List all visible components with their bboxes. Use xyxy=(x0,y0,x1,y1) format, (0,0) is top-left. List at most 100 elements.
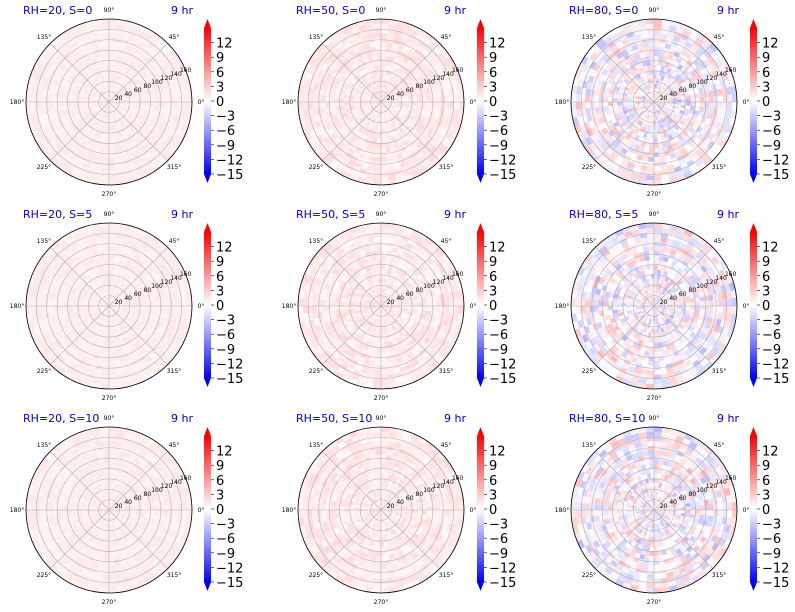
heatmap-cell xyxy=(704,101,710,108)
heatmap-cell xyxy=(108,69,113,75)
angle-tick-label: 180° xyxy=(282,99,296,106)
heatmap-cell xyxy=(136,305,142,310)
colorbar-tick-label: −15 xyxy=(489,168,516,183)
heatmap-cell xyxy=(431,96,437,103)
heatmap-cell xyxy=(649,60,655,66)
heatmap-cell xyxy=(708,101,715,109)
heatmap-cell xyxy=(154,96,160,103)
heatmap-cell xyxy=(58,96,64,103)
heatmap-cell xyxy=(131,305,137,309)
heatmap-cell xyxy=(435,95,442,103)
heatmap-cell xyxy=(375,152,382,158)
heatmap-cell xyxy=(67,301,73,307)
heatmap-cell xyxy=(412,105,418,110)
heatmap-cell xyxy=(330,96,336,103)
heatmap-cell xyxy=(653,60,659,66)
heatmap-cell xyxy=(108,156,116,163)
heatmap-cell xyxy=(648,51,655,57)
heatmap-cell xyxy=(35,305,41,314)
heatmap-cell xyxy=(699,101,705,108)
heatmap-cell xyxy=(112,65,117,71)
heatmap-cell xyxy=(458,93,464,103)
radial-tick-label: 40 xyxy=(124,91,132,98)
heatmap-cell xyxy=(695,97,701,103)
heatmap-cell xyxy=(621,98,627,103)
colorbar-tick-label: −3 xyxy=(216,314,235,329)
heatmap-cell xyxy=(48,95,55,103)
heatmap-cell xyxy=(653,69,658,75)
heatmap-cell xyxy=(380,156,388,163)
heatmap-cell xyxy=(101,227,110,233)
heatmap-cell xyxy=(377,64,382,71)
colorbar-extend-low xyxy=(750,174,757,183)
colorbar-tick-label: −12 xyxy=(216,153,243,168)
heatmap-cell xyxy=(173,305,179,313)
radial-tick-label: 20 xyxy=(660,95,668,102)
heatmap-cell xyxy=(718,95,724,103)
heatmap-cell xyxy=(626,99,632,103)
heatmap-cell xyxy=(26,93,32,103)
radial-tick-label: 20 xyxy=(387,95,395,102)
heatmap-cell xyxy=(62,97,68,103)
heatmap-cell xyxy=(380,28,389,34)
heatmap-cell xyxy=(140,105,146,110)
heatmap-cell xyxy=(612,101,618,107)
heatmap-cell xyxy=(104,264,110,270)
heatmap-cell xyxy=(376,60,382,66)
heatmap-cell xyxy=(26,101,32,111)
heatmap-cell xyxy=(374,156,382,163)
heatmap-cell xyxy=(108,232,117,238)
heatmap-cell xyxy=(108,32,116,38)
heatmap-cell xyxy=(649,55,655,61)
heatmap-cell xyxy=(647,41,655,48)
heatmap-cell xyxy=(426,96,432,103)
heatmap-cell xyxy=(103,351,110,357)
heatmap-cell xyxy=(380,69,385,75)
heatmap-cell xyxy=(39,101,45,109)
heatmap-cell xyxy=(380,60,386,66)
heatmap-cell xyxy=(100,223,110,229)
colorbar-tick-label: −3 xyxy=(216,110,235,125)
colorbar-tick-label: 9 xyxy=(489,51,497,66)
colorbar-tick-label: 9 xyxy=(216,255,224,270)
heatmap-cell xyxy=(681,101,687,106)
heatmap-cell xyxy=(163,101,170,109)
colorbar-extend-low xyxy=(204,378,211,387)
heatmap-cell xyxy=(377,129,382,135)
heatmap-cell xyxy=(458,101,464,111)
heatmap-cell xyxy=(325,96,331,103)
heatmap-cell xyxy=(154,300,160,307)
heatmap-cell xyxy=(653,74,657,80)
heatmap-cell xyxy=(159,305,165,312)
colorbar-tick-label: 6 xyxy=(216,270,224,285)
heatmap-cell xyxy=(173,299,179,307)
heatmap-cell xyxy=(108,383,118,389)
colorbar-tick-label: 9 xyxy=(762,51,770,66)
heatmap-cell xyxy=(598,96,604,103)
radial-tick-label: 160 xyxy=(452,67,464,74)
heatmap-cell xyxy=(108,278,112,284)
heatmap-cell xyxy=(699,96,705,103)
heatmap-cell xyxy=(373,28,382,34)
heatmap-cell xyxy=(649,138,655,144)
heatmap-cell xyxy=(108,347,114,353)
polar-panel: 0°45°90°135°180°225°270°315°204060801001… xyxy=(10,4,205,198)
heatmap-cell xyxy=(104,60,110,66)
heatmap-cell xyxy=(108,223,118,229)
heatmap-cell xyxy=(380,23,389,29)
heatmap-cell xyxy=(302,94,308,103)
heatmap-cell xyxy=(449,94,455,103)
heatmap-cell xyxy=(81,99,87,103)
heatmap-cell xyxy=(339,97,345,103)
radial-tick-label: 40 xyxy=(669,91,677,98)
angle-tick-label: 270° xyxy=(374,191,388,198)
radial-tick-label: 60 xyxy=(406,87,414,94)
heatmap-cell xyxy=(607,97,613,103)
polar-frame xyxy=(25,18,193,186)
heatmap-cell xyxy=(182,94,188,103)
heatmap-cell xyxy=(108,337,113,344)
heatmap-cell xyxy=(101,175,110,181)
colorbar-tick-label: 0 xyxy=(762,95,770,110)
